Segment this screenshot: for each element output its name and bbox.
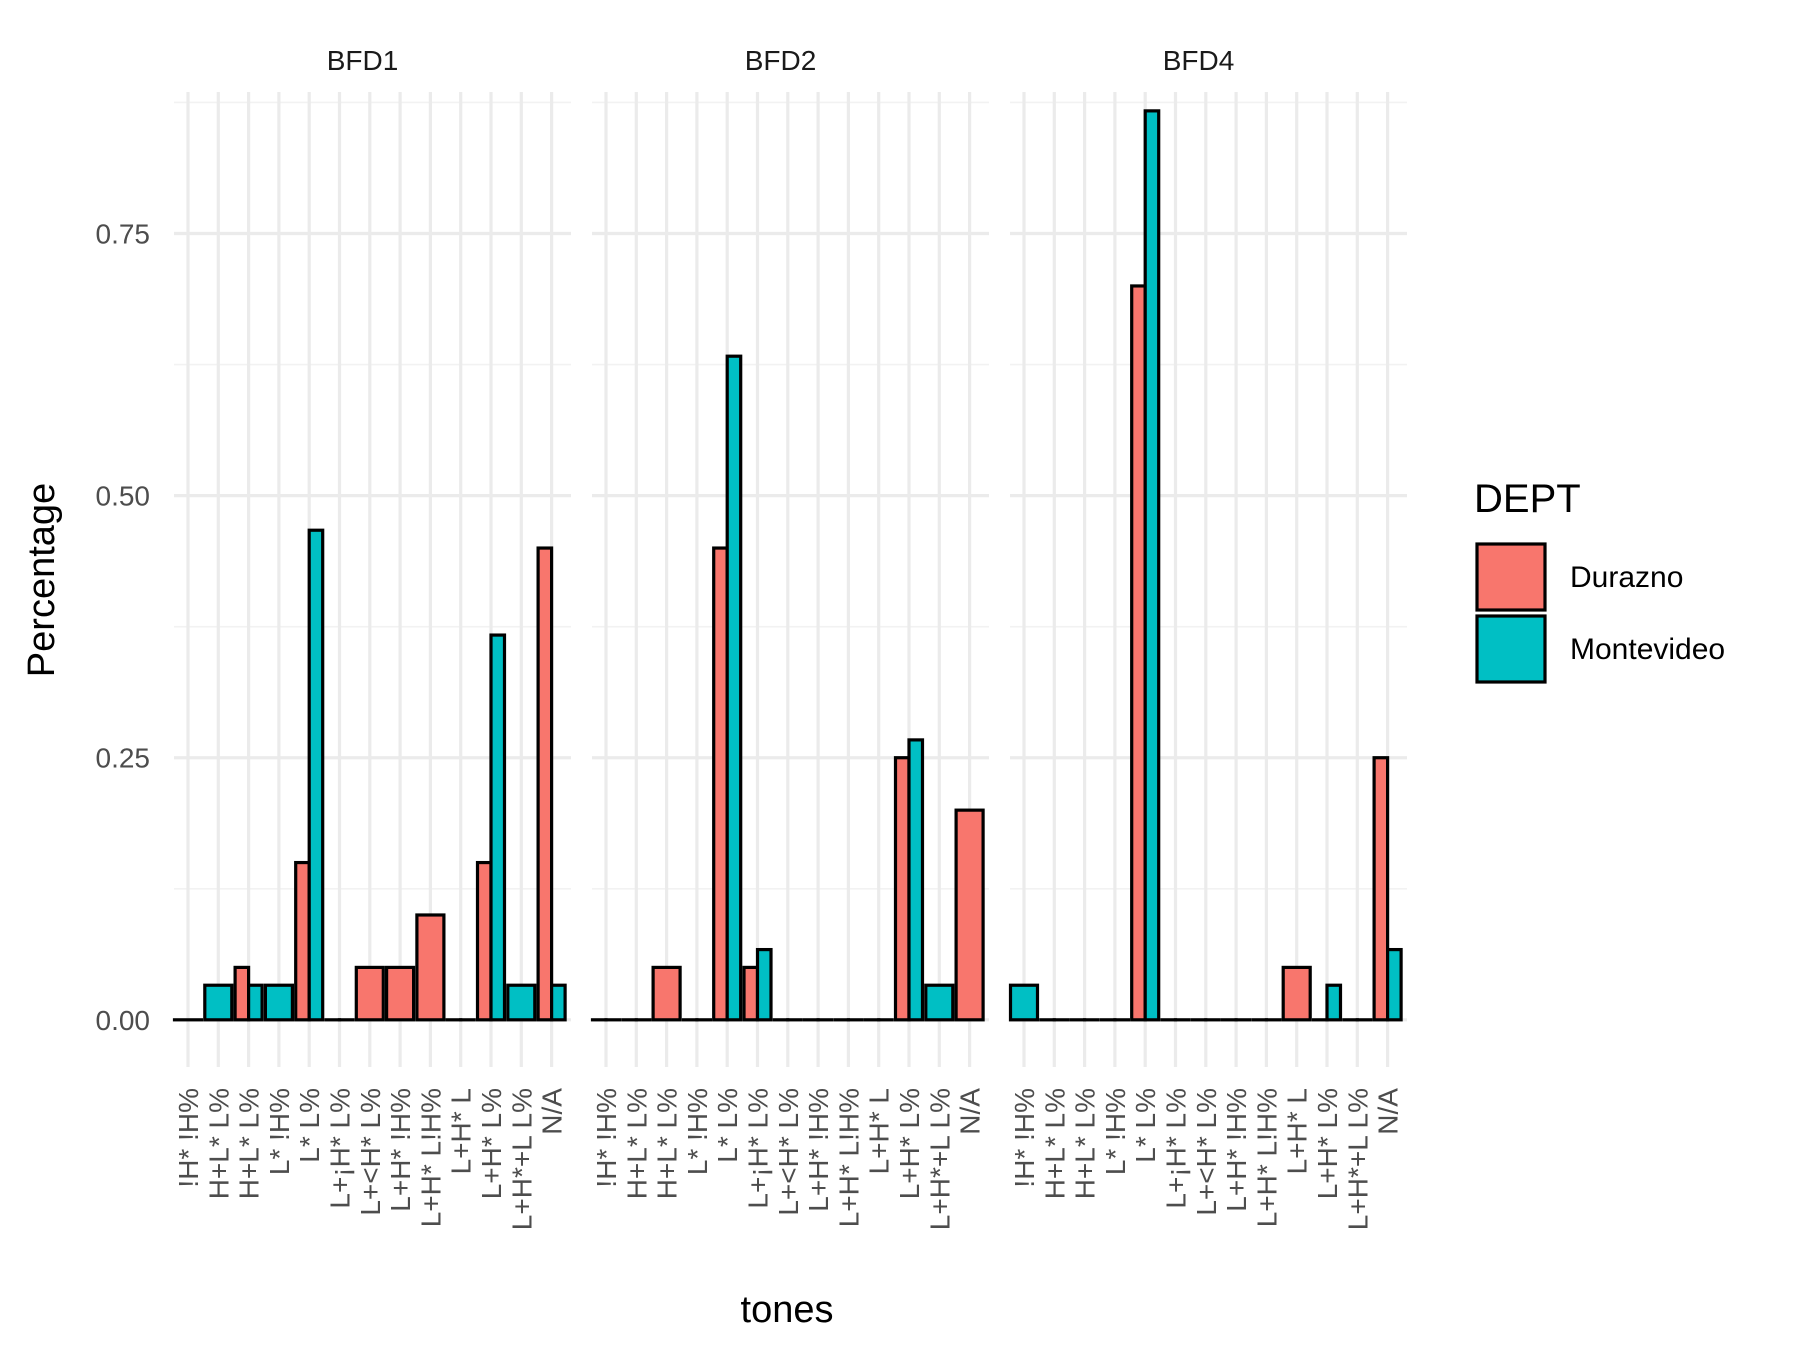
- x-tick-label: L+H* L%: [476, 1088, 507, 1199]
- bar-durazno: [1281, 965, 1312, 1022]
- x-tick-label: L+H* L: [446, 1088, 477, 1174]
- legend-key: [1475, 542, 1547, 612]
- bar-montevideo: [924, 983, 955, 1022]
- x-tick-label: L* L%: [294, 1088, 325, 1163]
- legend-label: Durazno: [1570, 561, 1683, 594]
- x-tick-label: !H* !H%: [1009, 1088, 1040, 1188]
- bar-durazno: [385, 965, 416, 1022]
- y-tick-label: 0.00: [96, 1005, 151, 1036]
- bar-durazno: [233, 965, 251, 1022]
- panel-title: BFD4: [1163, 45, 1235, 76]
- bar-montevideo: [1385, 947, 1403, 1022]
- panel-bfd2: BFD2!H* !H% H+L* L% H+L* L% L* !H% L* L% L+¡H…: [590, 45, 989, 1230]
- x-tick-label: L* L%: [1130, 1088, 1161, 1163]
- panel-title: BFD1: [327, 45, 399, 76]
- x-tick-label: H+L* L%: [1070, 1088, 1101, 1199]
- x-tick-label: L+¡H* L%: [325, 1088, 356, 1209]
- bar-montevideo: [549, 983, 567, 1022]
- legend-item-durazno: Durazno: [1475, 542, 1683, 612]
- x-tick-label: N/A: [537, 1088, 568, 1135]
- bar-montevideo: [755, 947, 773, 1022]
- x-tick-label: L+H* !H%: [385, 1088, 416, 1212]
- bar-durazno: [475, 860, 493, 1022]
- x-tick-label: L+¡H* L%: [1161, 1088, 1192, 1209]
- x-tick-label: H+L* L%: [1039, 1088, 1070, 1199]
- x-tick-label: L+¡H* L%: [743, 1088, 774, 1209]
- panel-bfd4: BFD4!H* !H% H+L* L% H+L* L% L* !H% L* L% L+¡H…: [1008, 45, 1407, 1230]
- x-tick-label: L+H*+L L%: [924, 1088, 955, 1230]
- x-tick-label: L+<H* L%: [355, 1088, 386, 1216]
- x-tick-label: L+H* L: [864, 1088, 895, 1174]
- bar-montevideo: [1325, 983, 1343, 1022]
- x-tick-label: L+H* !H%: [1221, 1088, 1252, 1212]
- bar-montevideo: [907, 738, 925, 1022]
- x-tick-label: L+H* !H%: [803, 1088, 834, 1212]
- bar-durazno: [354, 965, 385, 1022]
- bar-montevideo: [1143, 109, 1161, 1022]
- bar-montevideo: [247, 983, 264, 1022]
- x-tick-label: L+H* L!H%: [415, 1088, 446, 1227]
- panel-title: BFD2: [745, 45, 817, 76]
- panels: BFD1!H* !H% H+L* L% H+L* L% L* !H% L* L% L+¡H…: [172, 45, 1407, 1230]
- bar-durazno: [536, 546, 554, 1022]
- y-axis-title: Percentage: [21, 483, 63, 677]
- bar-montevideo: [203, 983, 234, 1022]
- x-tick-label: L* L%: [712, 1088, 743, 1163]
- x-axis-title: tones: [741, 1289, 834, 1331]
- bar-durazno: [651, 965, 682, 1022]
- x-tick-label: H+L* L%: [234, 1088, 265, 1199]
- x-tick-label: L+H*+L L%: [1342, 1088, 1373, 1230]
- bar-durazno: [1130, 284, 1147, 1022]
- x-tick-label: H+L* L%: [203, 1088, 234, 1199]
- x-tick-label: L+H* L%: [1312, 1088, 1343, 1199]
- bar-montevideo: [489, 633, 507, 1022]
- legend-label: Montevideo: [1570, 633, 1725, 666]
- x-tick-label: L+H*+L L%: [506, 1088, 537, 1230]
- legend-item-montevideo: Montevideo: [1475, 614, 1725, 684]
- bar-durazno: [1372, 756, 1390, 1022]
- x-tick-label: N/A: [955, 1088, 986, 1135]
- x-tick-label: L* !H%: [264, 1088, 295, 1175]
- x-tick-label: !H* !H%: [173, 1088, 204, 1188]
- bar-durazno: [294, 860, 311, 1022]
- x-tick-label: L+<H* L%: [1191, 1088, 1222, 1216]
- bar-durazno: [742, 965, 760, 1022]
- y-axis: 0.00 0.25 0.50 0.75: [96, 219, 151, 1036]
- bar-montevideo: [725, 354, 743, 1022]
- x-tick-label: H+L* L%: [621, 1088, 652, 1199]
- x-tick-label: N/A: [1373, 1088, 1404, 1135]
- x-tick-label: !H* !H%: [591, 1088, 622, 1188]
- legend-title: DEPT: [1474, 477, 1581, 521]
- y-tick-label: 0.75: [96, 219, 151, 250]
- x-tick-label: H+L* L%: [652, 1088, 683, 1199]
- bar-durazno: [712, 546, 729, 1022]
- legend-key: [1475, 614, 1547, 684]
- bar-montevideo: [506, 983, 537, 1022]
- x-tick-label: L+<H* L%: [773, 1088, 804, 1216]
- x-tick-label: L* !H%: [682, 1088, 713, 1175]
- bar-montevideo: [307, 528, 325, 1022]
- legend: DEPT Durazno Montevideo: [1474, 477, 1725, 684]
- x-tick-label: L* !H%: [1100, 1088, 1131, 1175]
- panel-bfd1: BFD1!H* !H% H+L* L% H+L* L% L* !H% L* L% L+¡H…: [172, 45, 571, 1230]
- bar-montevideo: [263, 983, 294, 1022]
- x-tick-label: L+H* L!H%: [1251, 1088, 1282, 1227]
- x-tick-label: L+H* L: [1282, 1088, 1313, 1174]
- bar-durazno: [893, 756, 911, 1022]
- bar-durazno: [954, 808, 985, 1022]
- y-tick-label: 0.50: [96, 481, 151, 512]
- y-tick-label: 0.25: [96, 743, 151, 774]
- bar-montevideo: [1008, 983, 1040, 1022]
- x-tick-label: L+H* L!H%: [833, 1088, 864, 1227]
- x-tick-label: L+H* L%: [894, 1088, 925, 1199]
- bar-durazno: [415, 913, 446, 1022]
